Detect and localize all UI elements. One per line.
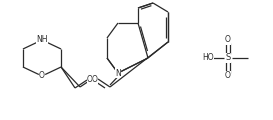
Text: S: S [225, 54, 231, 63]
Text: O: O [225, 36, 231, 45]
Text: NH: NH [36, 36, 48, 45]
Text: O: O [87, 75, 93, 84]
Text: HO: HO [202, 54, 214, 63]
Text: O: O [39, 72, 45, 81]
Text: O: O [92, 75, 98, 84]
Text: N: N [115, 69, 121, 78]
Text: O: O [225, 72, 231, 81]
